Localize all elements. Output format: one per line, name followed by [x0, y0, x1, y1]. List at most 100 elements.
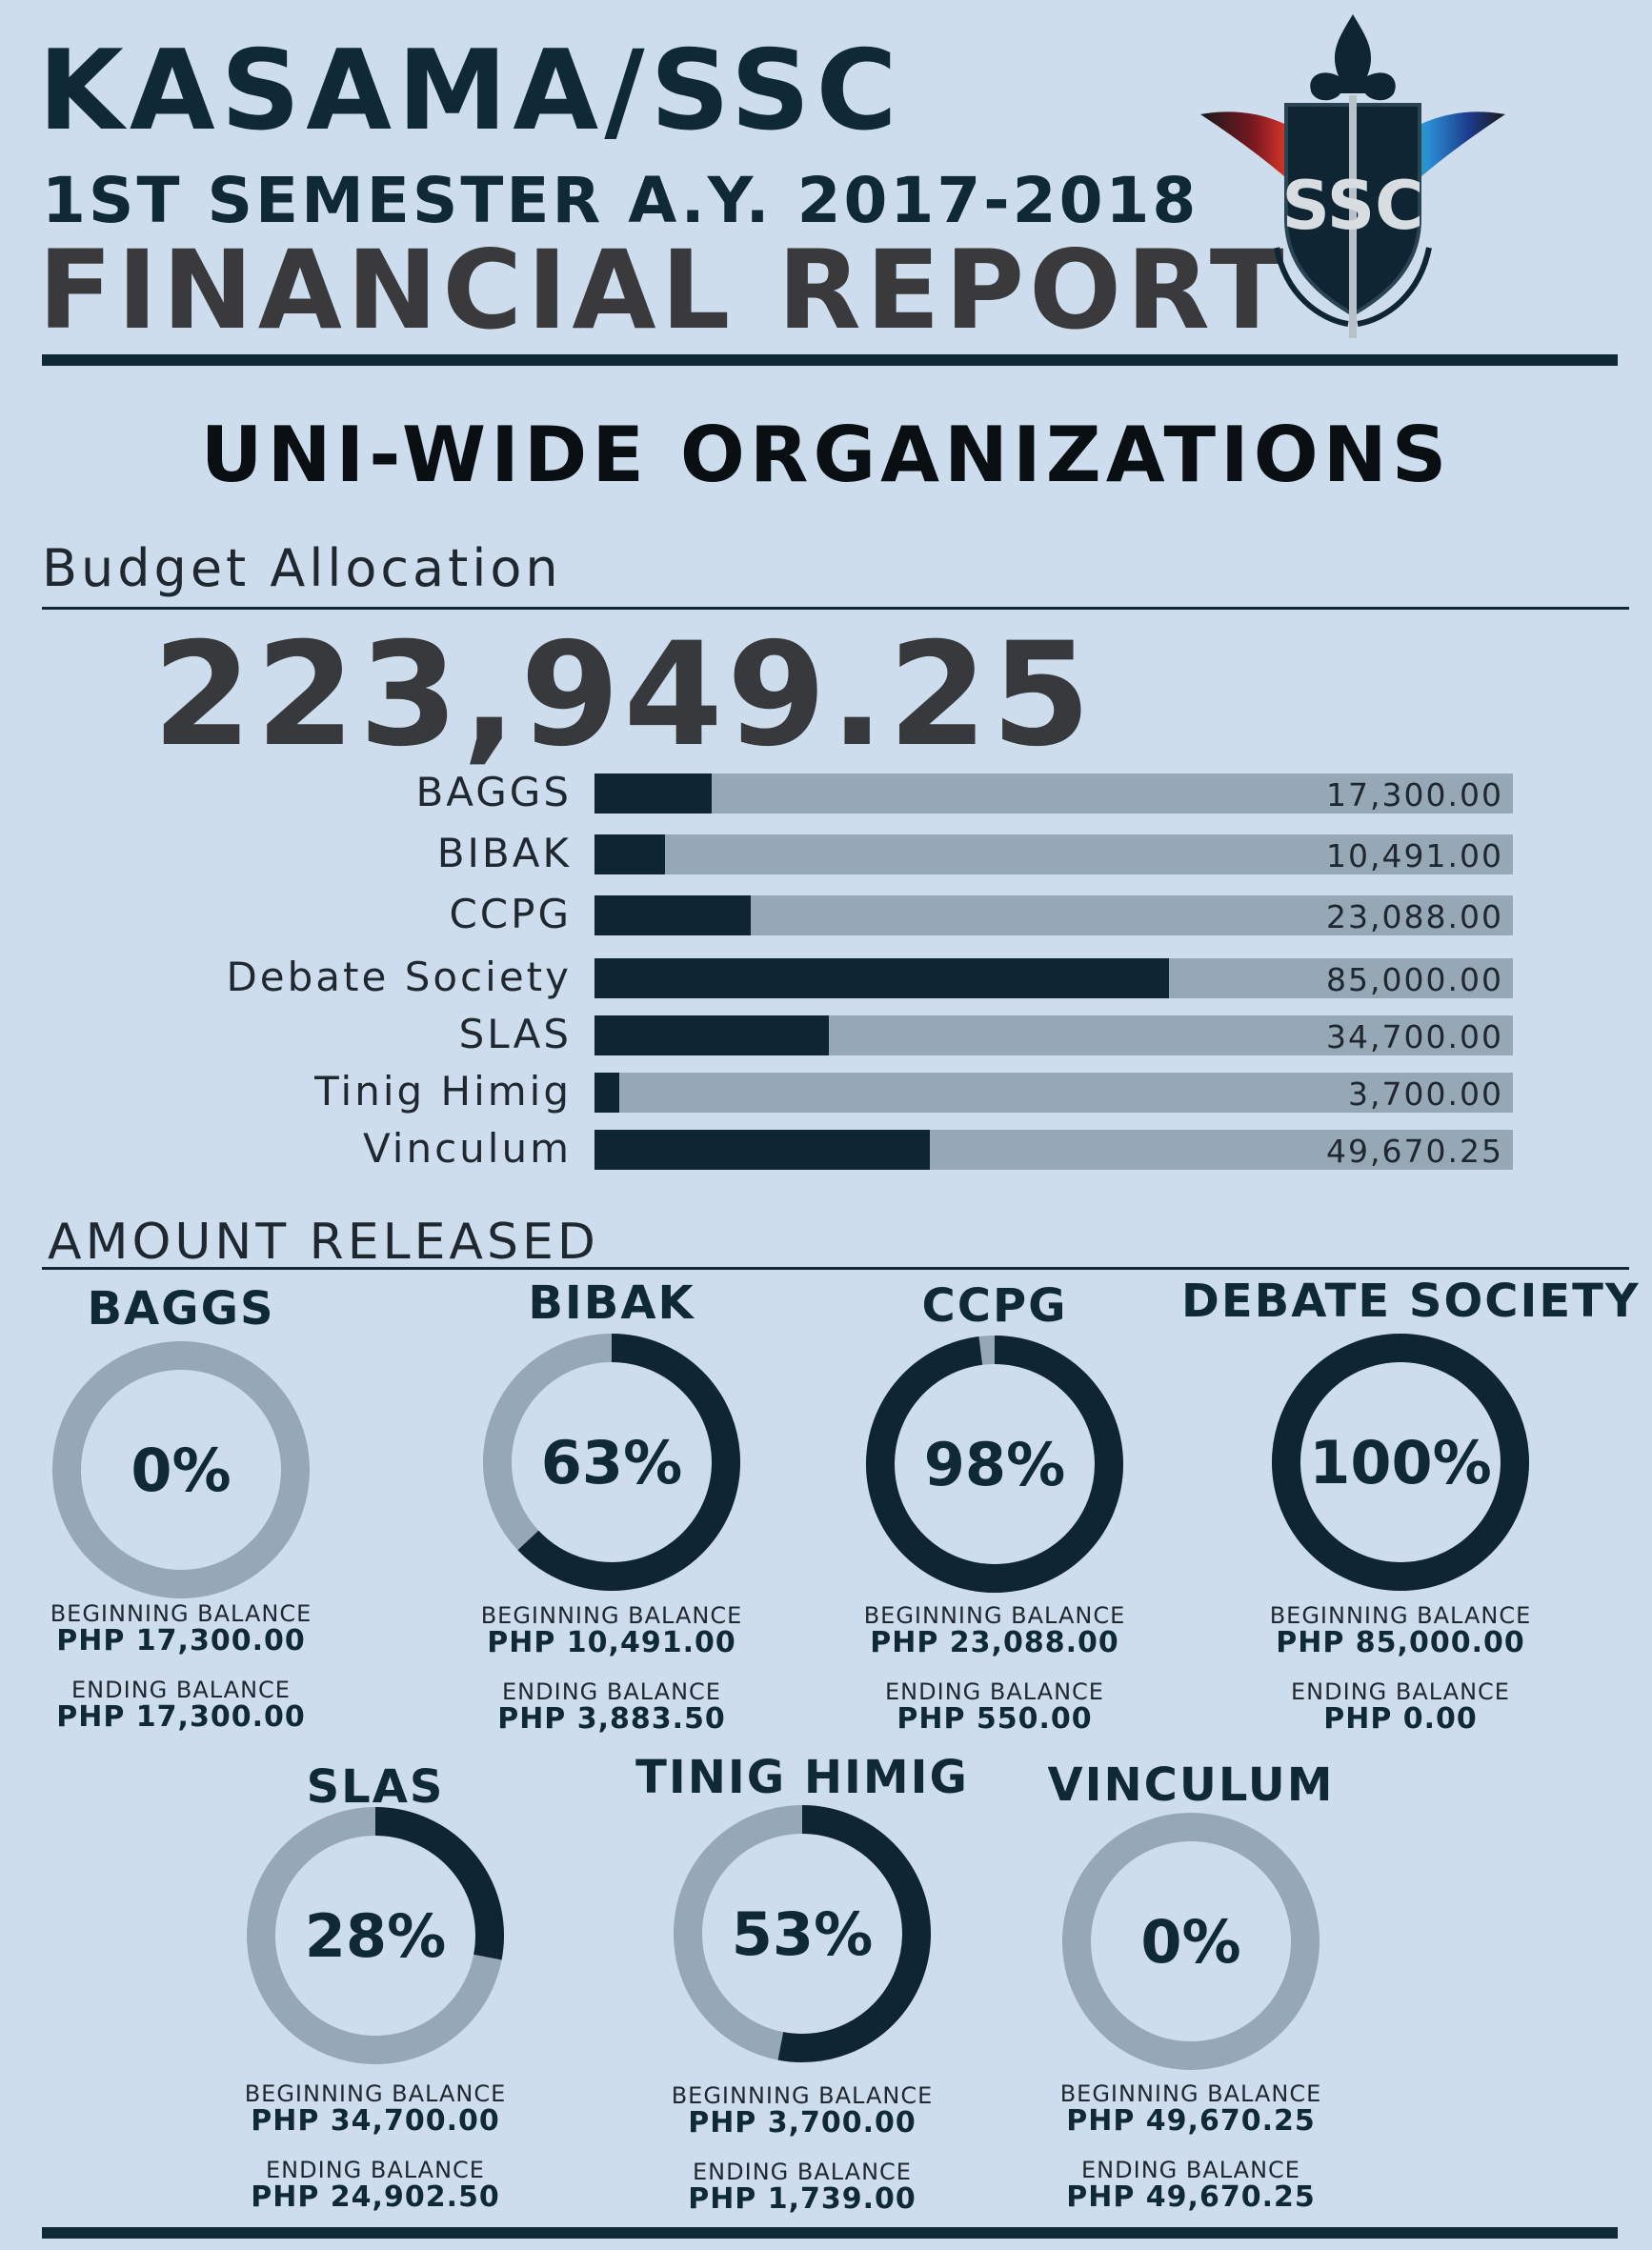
bar-fill	[594, 958, 1169, 998]
beginning-balance-label: BEGINNING BALANCE	[1059, 2080, 1322, 2107]
donut-title: CCPG	[921, 1279, 1068, 1333]
released-divider	[42, 1267, 1629, 1270]
bar-category-label: CCPG	[449, 891, 572, 937]
donut-chart: 28%	[247, 1807, 504, 2064]
donut-chart: 0%	[52, 1341, 310, 1598]
bar-category-label: SLAS	[458, 1011, 572, 1057]
report-title: FINANCIAL REPORT	[38, 227, 1289, 353]
ssc-logo: SSC	[1196, 10, 1510, 343]
donut-title: DEBATE SOCIETY	[1181, 1275, 1641, 1328]
header-divider	[42, 354, 1618, 366]
beginning-balance-value: PHP 34,700.00	[251, 2104, 500, 2138]
donut-percent-label: 98%	[924, 1430, 1065, 1499]
ending-balance-label: ENDING BALANCE	[693, 2159, 912, 2185]
bar-fill	[594, 895, 751, 935]
bar-fill	[594, 1073, 619, 1113]
bar-track: 34,700.00	[594, 1015, 1513, 1055]
bar-fill	[594, 1130, 930, 1170]
ending-balance-label: ENDING BALANCE	[885, 1678, 1104, 1705]
budget-bar-chart: BAGGS 17,300.00 BIBAK 10,491.00 CCPG 23,088.0…	[226, 769, 1513, 1172]
beginning-balance-value: PHP 17,300.00	[56, 1624, 306, 1657]
bar-track: 23,088.00	[594, 895, 1513, 935]
beginning-balance-label: BEGINNING BALANCE	[1269, 1602, 1532, 1629]
donut-track	[1062, 1813, 1320, 2070]
donut-percent-label: 0%	[131, 1436, 231, 1505]
ending-balance-value: PHP 550.00	[897, 1702, 1093, 1736]
ending-balance-label: ENDING BALANCE	[1081, 2157, 1300, 2183]
donut-track	[52, 1341, 310, 1598]
laurel-left	[1274, 247, 1349, 327]
donut-released-arc	[1272, 1334, 1529, 1591]
bar-category-label: Debate Society	[226, 954, 572, 1000]
ending-balance-value: PHP 1,739.00	[688, 2182, 917, 2216]
donut-released-arc	[483, 1334, 740, 1591]
beginning-balance-value: PHP 49,670.25	[1066, 2104, 1316, 2138]
bar-fill	[594, 834, 665, 874]
donut-title: VINCULUM	[1047, 1758, 1335, 1812]
beginning-balance-label: BEGINNING BALANCE	[50, 1600, 312, 1627]
beginning-balance-value: PHP 23,088.00	[870, 1626, 1119, 1659]
bar-category-label: BIBAK	[436, 830, 572, 876]
beginning-balance-value: PHP 10,491.00	[487, 1626, 736, 1659]
logo-text: SSC	[1281, 167, 1423, 245]
ending-balance-label: ENDING BALANCE	[71, 1677, 291, 1703]
donut-title: TINIG HIMIG	[635, 1751, 969, 1804]
ending-balance-value: PHP 49,670.25	[1066, 2180, 1316, 2214]
bar-fill	[594, 1015, 829, 1055]
donut-released-arc	[674, 1805, 931, 2062]
bar-track: 85,000.00	[594, 958, 1513, 998]
budget-allocation-label: Budget Allocation	[42, 538, 562, 598]
donut-chart: 53%	[674, 1805, 931, 2062]
donut-chart: 98%	[866, 1336, 1123, 1593]
beginning-balance-label: BEGINNING BALANCE	[863, 1602, 1126, 1629]
ending-balance-value: PHP 17,300.00	[56, 1700, 306, 1734]
bar-track: 3,700.00	[594, 1073, 1513, 1113]
bar-category-label: Vinculum	[362, 1125, 572, 1172]
donut-title: BAGGS	[87, 1282, 275, 1336]
budget-total: 223,949.25	[152, 613, 1095, 778]
beginning-balance-value: PHP 85,000.00	[1276, 1626, 1525, 1659]
donut-chart: 63%	[483, 1334, 740, 1591]
main-title: KASAMA/SSC	[38, 27, 903, 155]
budget-divider	[42, 607, 1629, 610]
bar-track: 10,491.00	[594, 834, 1513, 874]
bar-value-label: 85,000.00	[1326, 961, 1503, 998]
donut-released-arc	[866, 1336, 1123, 1593]
ending-balance-value: PHP 24,902.50	[251, 2180, 500, 2214]
bar-value-label: 3,700.00	[1348, 1075, 1503, 1113]
bar-category-label: Tinig Himig	[314, 1068, 572, 1115]
bar-value-label: 10,491.00	[1326, 837, 1503, 874]
amount-released-label: AMOUNT RELEASED	[48, 1214, 599, 1271]
semester-subtitle: 1ST SEMESTER A.Y. 2017-2018	[42, 164, 1199, 237]
bar-value-label: 34,700.00	[1326, 1018, 1503, 1055]
bar-value-label: 23,088.00	[1326, 898, 1503, 935]
donut-percent-label: 53%	[732, 1899, 873, 1969]
bar-fill	[594, 773, 712, 814]
ending-balance-value: PHP 0.00	[1323, 1702, 1478, 1736]
donut-percent-label: 63%	[541, 1428, 682, 1497]
donut-percent-label: 0%	[1140, 1907, 1240, 1977]
donut-percent-label: 100%	[1309, 1428, 1492, 1497]
beginning-balance-label: BEGINNING BALANCE	[671, 2082, 934, 2109]
footer-divider	[42, 2227, 1618, 2239]
donut-title: BIBAK	[528, 1276, 695, 1330]
bar-value-label: 17,300.00	[1326, 776, 1503, 814]
ssc-logo-graphic: SSC	[1200, 14, 1505, 338]
donut-chart: 0%	[1062, 1813, 1320, 2070]
donut-chart: 100%	[1272, 1334, 1529, 1591]
section-title: UNI-WIDE ORGANIZATIONS	[200, 411, 1452, 499]
donut-percent-label: 28%	[305, 1901, 446, 1971]
bar-category-label: BAGGS	[415, 769, 572, 815]
beginning-balance-value: PHP 3,700.00	[688, 2106, 917, 2140]
donut-released-arc	[247, 1807, 504, 2064]
beginning-balance-label: BEGINNING BALANCE	[244, 2080, 507, 2107]
beginning-balance-label: BEGINNING BALANCE	[480, 1602, 743, 1629]
ending-balance-label: ENDING BALANCE	[1291, 1678, 1510, 1705]
sword-shape	[1349, 95, 1357, 338]
laurel-right	[1357, 247, 1432, 327]
bar-track: 49,670.25	[594, 1130, 1513, 1170]
ending-balance-label: ENDING BALANCE	[266, 2157, 485, 2183]
ending-balance-label: ENDING BALANCE	[502, 1678, 721, 1705]
bar-track: 17,300.00	[594, 773, 1513, 814]
